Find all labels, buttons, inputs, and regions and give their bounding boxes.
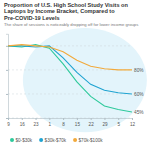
y-tick-mark (6, 70, 8, 71)
legend-swatch (39, 138, 43, 142)
title-line: Proportion of U.S. High School Study Vis… (4, 2, 128, 8)
y-tick-mark (6, 118, 8, 119)
title: Proportion of U.S. High School Study Vis… (4, 2, 128, 21)
x-tick: 15 (75, 118, 81, 127)
x-tick: 8 (62, 118, 65, 127)
x-tick: 23 (33, 118, 39, 127)
x-tick: 22 (89, 118, 95, 127)
x-tick-label: 12 (130, 122, 136, 127)
x-tick-mark (63, 118, 64, 120)
y-tick (6, 70, 8, 71)
x-tick-mark (8, 118, 9, 120)
legend-label: $0-$30k (16, 138, 33, 143)
x-tick-mark (118, 118, 119, 120)
x-tick-mark (49, 118, 50, 120)
legend-swatch (73, 138, 77, 142)
legend-swatch (10, 138, 14, 142)
x-tick: 16 (20, 118, 26, 127)
title-line: Laptops by Income Bracket, Compared to (4, 8, 115, 14)
y-tick-mark (6, 46, 8, 47)
legend: $0-$30k $30k-$70k $70k-$100k (10, 138, 103, 143)
x-tick-mark (36, 118, 37, 120)
title-line: Pre-COVID-19 Levels (4, 15, 60, 21)
y-axis-line (6, 34, 9, 118)
x-axis: 9 16 23 1 8 15 22 29 5 12 (7, 118, 135, 127)
lines (8, 45, 132, 112)
x-axis-line (9, 119, 133, 121)
x-tick: 12 (130, 118, 136, 127)
legend-label: $30k-$70k (45, 138, 67, 143)
plot: 9 16 23 1 8 15 22 29 5 12 80% 60% 45% (6, 28, 147, 132)
highlight (23, 28, 147, 132)
legend-label: $70k-$100k (79, 138, 104, 143)
x-tick-mark (77, 118, 78, 120)
series-line (8, 45, 132, 70)
x-tick-mark (22, 118, 23, 120)
x-tick-label: 8 (62, 122, 65, 127)
x-tick-label: 1 (49, 122, 52, 127)
subtitle-line: The share of sessions is noticeably drop… (4, 22, 138, 27)
x-tick-label: 16 (20, 122, 26, 127)
subtitle: The share of sessions is noticeably drop… (4, 22, 138, 27)
y-tick (6, 94, 8, 95)
legend-item: $0-$30k (10, 138, 33, 143)
end-label: 60% (134, 92, 144, 97)
chart: Proportion of U.S. High School Study Vis… (0, 0, 150, 150)
x-tick-label: 23 (33, 122, 39, 127)
x-tick-mark (132, 118, 133, 120)
y-axis (6, 34, 9, 118)
y-tick (6, 118, 8, 119)
x-tick-label: 9 (7, 122, 10, 127)
x-tick-label: 29 (102, 122, 108, 127)
grid-line (8, 93, 132, 94)
y-tick (6, 46, 8, 47)
legend-item: $70k-$100k (73, 138, 103, 143)
x-tick-mark (104, 118, 105, 120)
y-tick-mark (6, 94, 8, 95)
end-label: 45% (134, 110, 144, 115)
x-tick: 5 (117, 118, 120, 127)
series-line (8, 45, 132, 112)
x-tick: 29 (102, 118, 108, 127)
x-tick-label: 5 (117, 122, 120, 127)
x-tick-label: 22 (89, 122, 95, 127)
end-label: 80% (134, 68, 144, 73)
legend-item: $30k-$70k (39, 138, 67, 143)
x-tick-label: 15 (75, 122, 81, 127)
x-tick-mark (91, 118, 92, 120)
x-tick: 1 (49, 118, 52, 127)
x-tick: 9 (7, 118, 10, 127)
